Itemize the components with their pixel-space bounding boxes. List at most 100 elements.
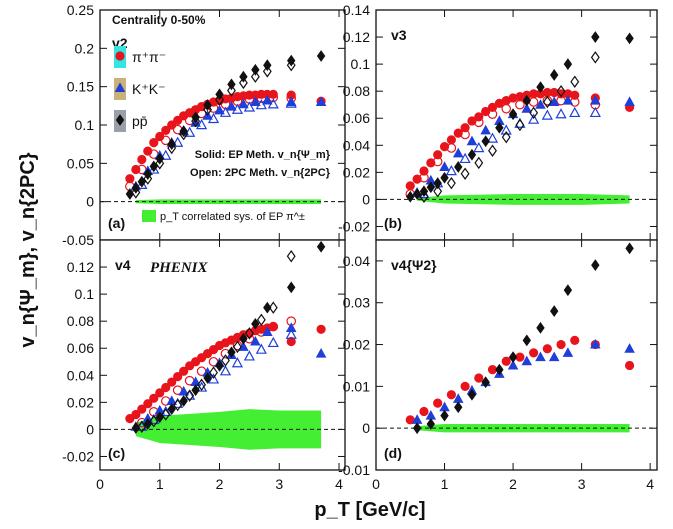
legend-label-pion: π⁺π⁻ [132, 49, 166, 65]
data-point [167, 403, 176, 416]
y-tick-label: 0.08 [67, 313, 94, 329]
data-point [285, 328, 297, 339]
data-point [555, 108, 567, 119]
data-point [285, 322, 297, 332]
data-point [316, 324, 326, 334]
data-point [624, 96, 635, 106]
y-tick-label: 0.03 [343, 295, 370, 311]
data-point [481, 376, 490, 389]
data-point [161, 382, 171, 393]
data-point [480, 124, 491, 135]
data-point [466, 135, 478, 146]
series-circle-EP [405, 87, 635, 191]
open-method-note: Open: 2PC Meth. v_n{2PC} [190, 167, 331, 179]
data-point [243, 101, 256, 112]
data-point [570, 335, 580, 345]
data-point [167, 138, 176, 151]
data-point [136, 420, 148, 431]
data-point [501, 103, 512, 114]
data-point [433, 177, 442, 190]
data-point [137, 154, 147, 165]
harmonic-label: v4{Ψ2} [391, 257, 437, 273]
data-point [507, 359, 519, 370]
harmonic-label: v4 [115, 257, 131, 273]
x-tick-label: 4 [646, 476, 654, 492]
data-point [315, 96, 327, 106]
data-point [562, 347, 574, 357]
data-point [160, 405, 172, 417]
y-tick-label: 0.1 [75, 286, 95, 302]
data-point [467, 148, 477, 161]
data-point [624, 360, 635, 371]
y-tick-label: 0.02 [343, 164, 370, 180]
data-point [460, 123, 470, 133]
data-point [209, 366, 218, 379]
data-point [515, 99, 525, 110]
data-point [238, 76, 248, 90]
data-point [419, 166, 429, 176]
data-point [459, 152, 471, 164]
x-tick-label: 4 [335, 476, 343, 492]
data-point [268, 321, 279, 332]
y-tick-label: 0 [86, 421, 94, 437]
data-point [433, 185, 443, 198]
data-point [191, 384, 200, 397]
x-tick-label: 1 [156, 476, 164, 492]
legend-marker [115, 114, 125, 126]
y-tick-label: 0.04 [67, 367, 94, 383]
data-point [590, 338, 601, 349]
data-point [474, 156, 484, 170]
data-point [185, 389, 195, 402]
series-triangle-2PC [136, 97, 297, 189]
data-point [197, 378, 207, 391]
data-point [486, 132, 499, 143]
chart-panel-1: -0.0500.050.10.150.20.25(a)v2Centrality … [62, 2, 346, 248]
data-point [262, 326, 273, 337]
data-point [286, 250, 296, 263]
panel-label: (c) [108, 445, 125, 461]
data-point [563, 58, 573, 71]
data-point [501, 356, 511, 366]
data-point [501, 130, 511, 144]
y-tick-label: 0.15 [67, 79, 94, 95]
data-point [548, 351, 560, 362]
data-point [191, 114, 201, 128]
data-point [446, 176, 456, 190]
data-point [268, 92, 279, 103]
data-point [590, 51, 600, 64]
data-point [315, 348, 327, 358]
data-point [243, 350, 256, 361]
data-point [149, 160, 158, 173]
y-tick-label: 0 [362, 420, 370, 436]
legend-marker [114, 82, 126, 92]
y-tick-label: -0.05 [62, 232, 94, 248]
data-point [412, 174, 422, 184]
panel-label: (a) [108, 215, 125, 231]
data-point [207, 373, 220, 384]
data-point [155, 388, 165, 398]
data-point [244, 327, 254, 340]
data-point [227, 84, 236, 97]
legend-marker [115, 51, 125, 61]
data-point [426, 181, 436, 194]
data-point [591, 31, 600, 43]
data-point [173, 372, 183, 382]
data-point [556, 84, 566, 98]
data-point [439, 161, 450, 171]
data-point [460, 167, 470, 180]
data-point [239, 332, 248, 345]
y-tick-label: -0.01 [338, 462, 370, 478]
y-tick-label: 0.12 [343, 29, 370, 45]
y-tick-label: 0.14 [343, 2, 370, 18]
data-point [569, 106, 581, 118]
series-diamond-2PC [137, 250, 296, 433]
data-point [207, 112, 220, 124]
data-point [184, 389, 196, 400]
data-point [179, 125, 188, 138]
data-point [233, 340, 242, 354]
data-point [536, 321, 545, 334]
experiment-label: PHENIX [150, 260, 209, 276]
data-point [227, 346, 236, 359]
data-point [550, 305, 559, 317]
data-point [179, 127, 189, 141]
